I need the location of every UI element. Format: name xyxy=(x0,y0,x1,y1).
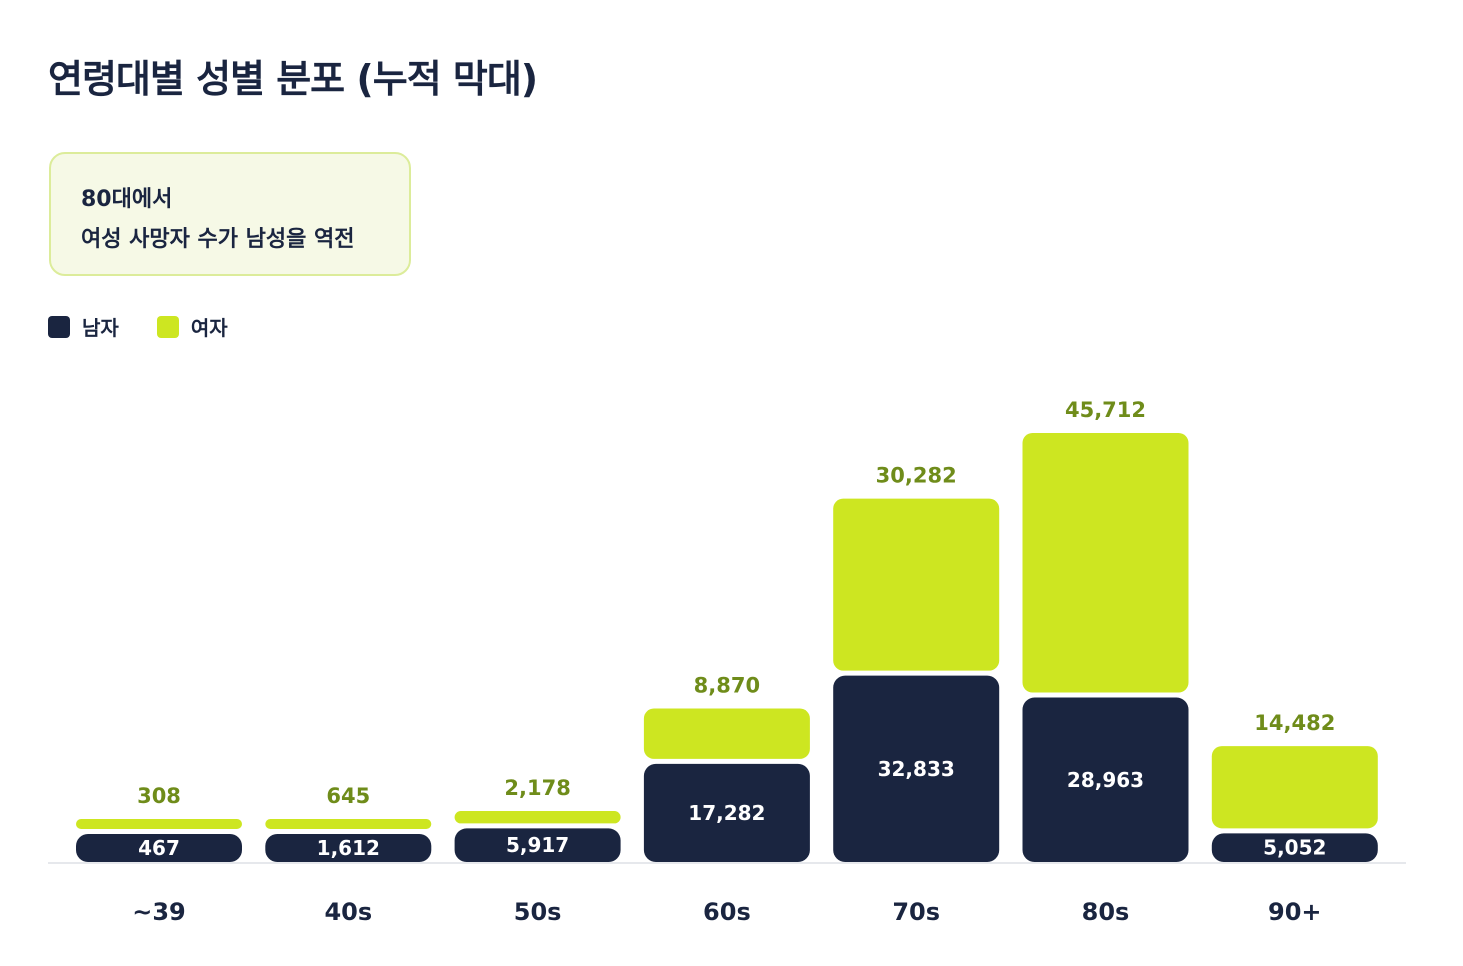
bar-male-4 xyxy=(833,675,1000,862)
annotation-callout: 80대에서 여성 사망자 수가 남성을 역전 xyxy=(49,152,411,276)
bar-female-6 xyxy=(1211,746,1378,829)
bar-female-0 xyxy=(76,819,242,829)
data-label-female-3: 8,870 xyxy=(694,674,760,698)
legend-item-female: 여자 xyxy=(156,312,228,341)
data-label-female-6: 14,482 xyxy=(1254,711,1335,735)
x-tick-label-6: 90+ xyxy=(1268,898,1322,926)
data-label-male-3: 17,282 xyxy=(688,801,765,825)
bar-male-0 xyxy=(76,834,242,862)
data-label-male-4: 32,833 xyxy=(878,757,955,781)
data-label-male-1: 1,612 xyxy=(317,836,380,860)
data-label-female-0: 308 xyxy=(137,784,181,808)
data-label-male-2: 5,917 xyxy=(506,833,569,857)
legend-label-female: 여자 xyxy=(190,316,228,340)
annotation-line-1: 80대에서 xyxy=(81,187,173,212)
bar-female-4 xyxy=(833,498,1000,671)
bar-male-5 xyxy=(1022,697,1189,862)
legend-label-male: 남자 xyxy=(82,316,119,340)
data-label-female-1: 645 xyxy=(326,784,370,808)
bar-male-2 xyxy=(454,828,621,862)
data-label-female-4: 30,282 xyxy=(876,464,957,488)
bar-female-1 xyxy=(265,819,432,829)
bar-male-1 xyxy=(265,834,432,862)
x-tick-label-4: 70s xyxy=(892,898,940,926)
data-label-male-6: 5,052 xyxy=(1263,836,1326,860)
x-tick-label-1: 40s xyxy=(324,898,372,926)
x-tick-label-0: ~39 xyxy=(132,898,186,926)
annotation-line-2: 여성 사망자 수가 남성을 역전 xyxy=(81,227,355,252)
legend-swatch-male xyxy=(48,315,70,338)
legend: 남자 여자 xyxy=(48,312,266,341)
data-label-female-5: 45,712 xyxy=(1065,398,1146,422)
data-label-male-0: 467 xyxy=(138,836,180,860)
bar-male-6 xyxy=(1211,833,1378,862)
bar-female-3 xyxy=(643,708,810,759)
chart-title: 연령대별 성별 분포 (누적 막대) xyxy=(48,57,538,101)
legend-swatch-female xyxy=(156,315,179,338)
data-label-female-2: 2,178 xyxy=(504,776,570,800)
bar-female-2 xyxy=(454,811,621,824)
legend-item-male: 남자 xyxy=(48,312,119,341)
bar-female-5 xyxy=(1022,433,1189,693)
data-label-male-5: 28,963 xyxy=(1067,768,1144,792)
x-tick-label-2: 50s xyxy=(514,898,562,926)
x-tick-label-5: 80s xyxy=(1082,898,1130,926)
x-tick-label-3: 60s xyxy=(703,898,751,926)
bar-male-3 xyxy=(643,763,810,862)
